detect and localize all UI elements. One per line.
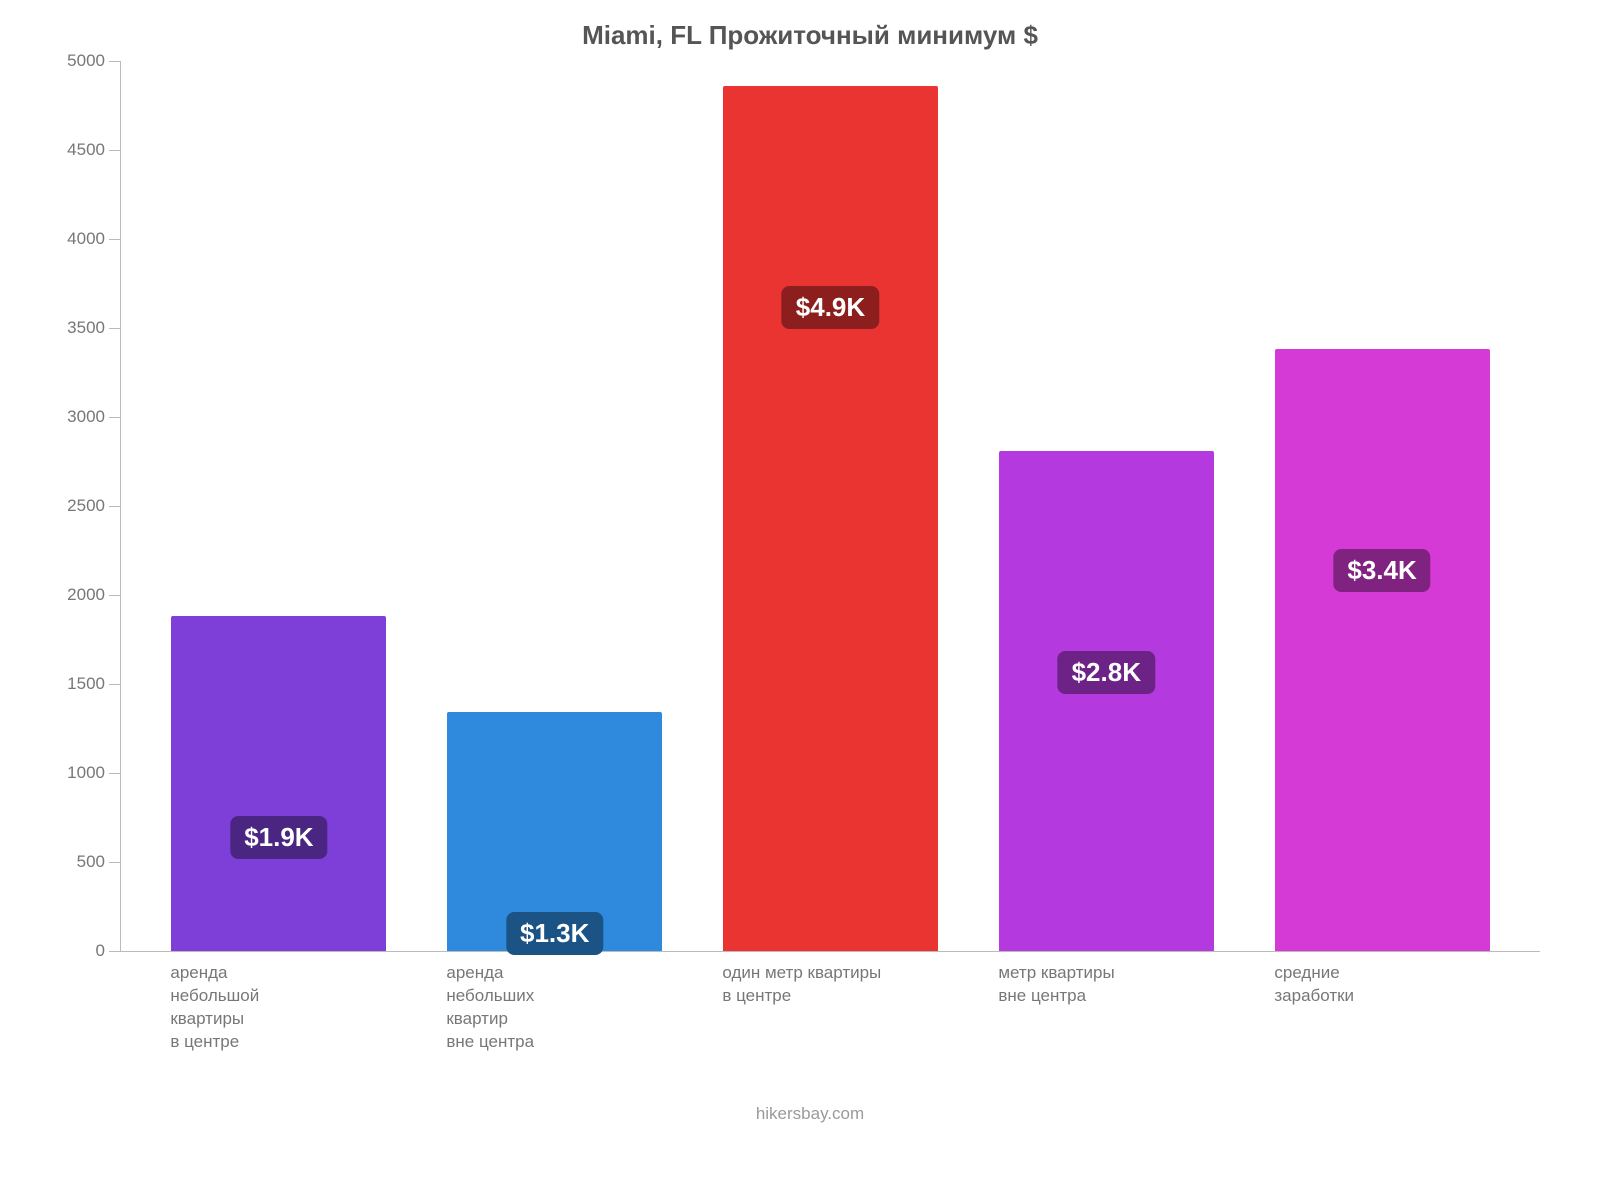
y-tick <box>109 773 121 774</box>
y-tick <box>109 506 121 507</box>
cost-of-living-chart: Miami, FL Прожиточный минимум $ $1.9K$1.… <box>50 20 1570 1180</box>
y-tick-label: 2500 <box>67 496 105 516</box>
y-tick <box>109 239 121 240</box>
value-badge: $3.4K <box>1333 549 1430 592</box>
plot-area: $1.9K$1.3K$4.9K$2.8K$3.4K 05001000150020… <box>120 61 1540 952</box>
x-label-slot: аренда небольших квартир вне центра <box>416 962 692 1054</box>
value-badge: $4.9K <box>782 286 879 329</box>
y-tick-label: 1500 <box>67 674 105 694</box>
value-badge: $1.3K <box>506 912 603 955</box>
bar-slot: $4.9K <box>693 61 969 951</box>
y-tick-label: 3500 <box>67 318 105 338</box>
y-tick-label: 1000 <box>67 763 105 783</box>
y-tick <box>109 150 121 151</box>
bar-slot: $1.3K <box>417 61 693 951</box>
y-tick-label: 4000 <box>67 229 105 249</box>
y-tick-label: 5000 <box>67 51 105 71</box>
y-tick <box>109 862 121 863</box>
bar: $4.9K <box>723 86 938 951</box>
bar: $3.4K <box>1275 349 1490 951</box>
x-axis-label: аренда небольшой квартиры в центре <box>170 962 259 1054</box>
y-tick-label: 0 <box>96 941 105 961</box>
bar: $2.8K <box>999 451 1214 951</box>
chart-title: Miami, FL Прожиточный минимум $ <box>50 20 1570 51</box>
bar-slot: $3.4K <box>1244 61 1520 951</box>
value-badge: $2.8K <box>1058 651 1155 694</box>
y-tick-label: 2000 <box>67 585 105 605</box>
x-axis-label: аренда небольших квартир вне центра <box>446 962 534 1054</box>
y-tick <box>109 328 121 329</box>
chart-footer: hikersbay.com <box>50 1104 1570 1124</box>
bar: $1.9K <box>171 616 386 951</box>
x-axis-label: средние заработки <box>1274 962 1354 1054</box>
x-label-slot: аренда небольшой квартиры в центре <box>140 962 416 1054</box>
x-label-slot: средние заработки <box>1244 962 1520 1054</box>
y-tick <box>109 417 121 418</box>
value-badge: $1.9K <box>230 816 327 859</box>
bar: $1.3K <box>447 712 662 951</box>
x-label-slot: метр квартиры вне центра <box>968 962 1244 1054</box>
y-tick-label: 4500 <box>67 140 105 160</box>
x-label-slot: один метр квартиры в центре <box>692 962 968 1054</box>
y-tick <box>109 951 121 952</box>
x-axis-label: один метр квартиры в центре <box>722 962 881 1054</box>
x-axis-label: метр квартиры вне центра <box>998 962 1114 1054</box>
x-axis-labels: аренда небольшой квартиры в центре аренда… <box>120 952 1540 1054</box>
y-tick <box>109 595 121 596</box>
y-tick-label: 500 <box>77 852 105 872</box>
bar-slot: $1.9K <box>141 61 417 951</box>
y-tick <box>109 684 121 685</box>
y-tick-label: 3000 <box>67 407 105 427</box>
bars-container: $1.9K $1.3K $4.9K $2.8K $3.4K <box>121 61 1540 951</box>
bar-slot: $2.8K <box>968 61 1244 951</box>
y-tick <box>109 61 121 62</box>
